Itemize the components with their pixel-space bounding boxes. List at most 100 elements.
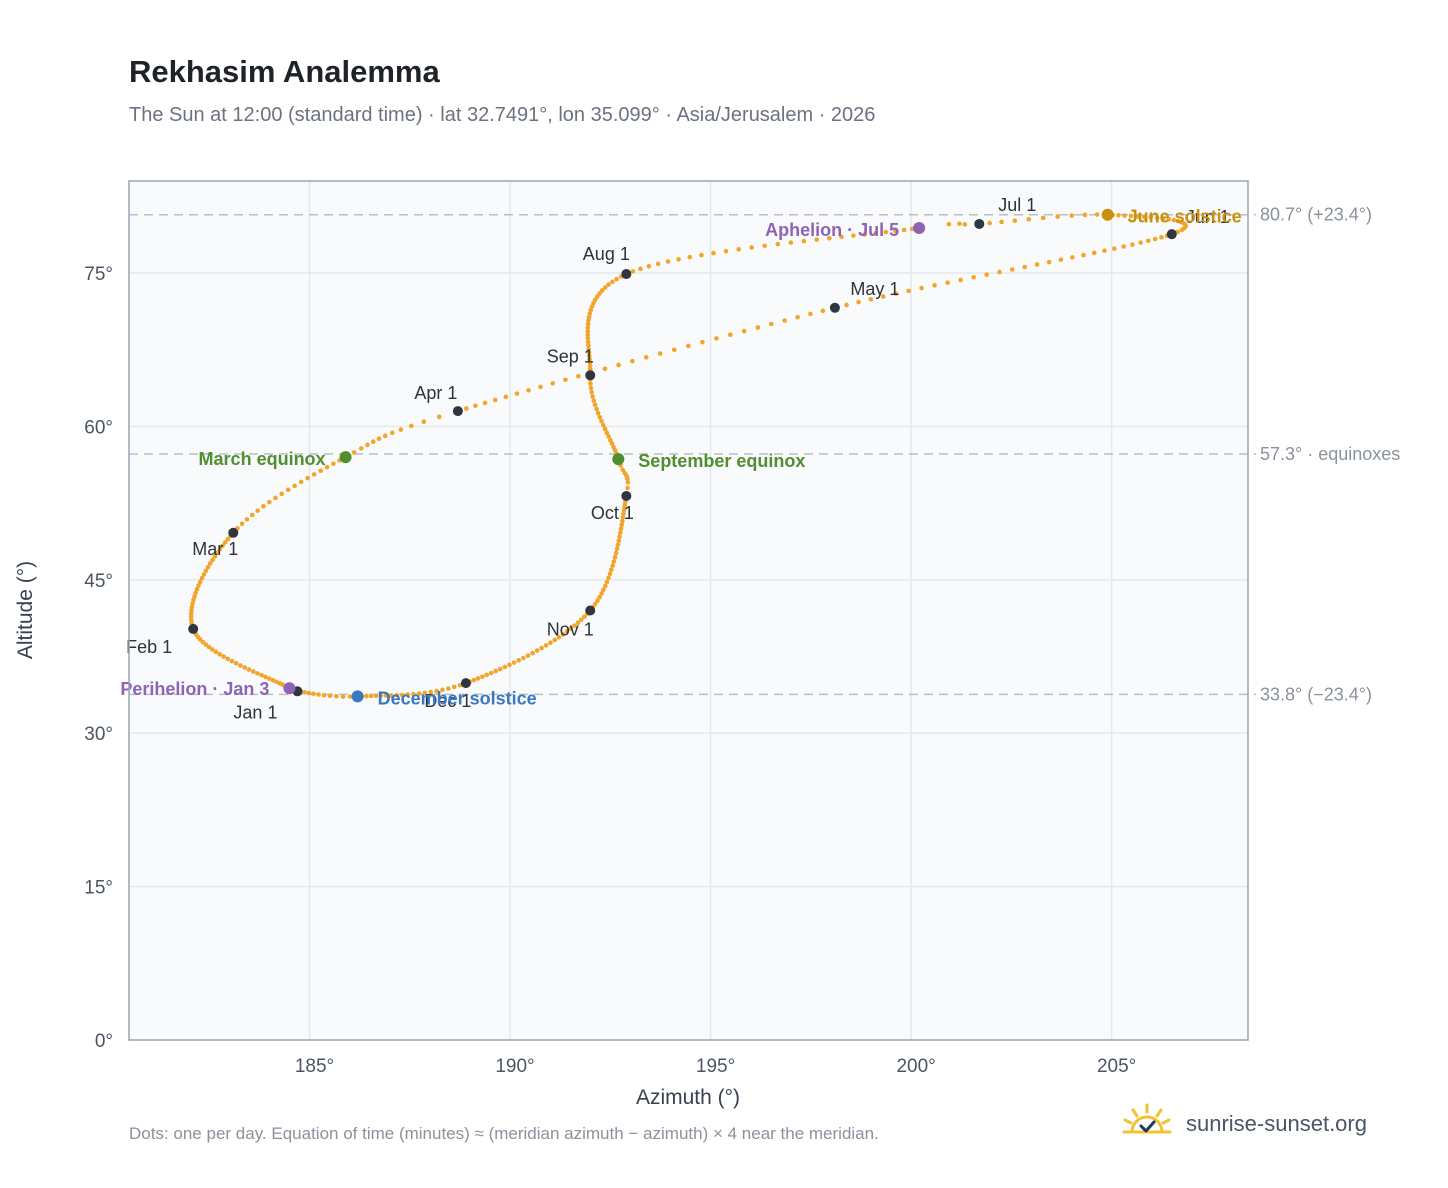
reference-line-label: 33.8° (−23.4°) <box>1260 684 1372 704</box>
daily-sun-dot <box>194 586 200 592</box>
daily-sun-dot <box>398 427 404 432</box>
daily-sun-dot <box>507 662 512 668</box>
daily-sun-dot <box>749 245 754 250</box>
daily-sun-dot <box>539 645 544 651</box>
daily-sun-dot <box>762 243 767 249</box>
daily-sun-dot <box>856 299 861 305</box>
daily-sun-dot <box>446 686 451 691</box>
daily-sun-dot <box>587 357 592 362</box>
daily-sun-dot <box>274 679 279 685</box>
daily-sun-dot <box>826 235 832 241</box>
daily-sun-dot <box>700 339 705 345</box>
daily-sun-dot <box>844 302 849 308</box>
daily-sun-dot <box>1152 236 1158 242</box>
month-label: Oct 1 <box>591 503 634 523</box>
month-label: Dec 1 <box>424 691 471 711</box>
daily-sun-dot <box>610 279 615 285</box>
daily-sun-dot <box>610 563 615 568</box>
event-marker <box>1101 208 1114 221</box>
brand-link[interactable]: sunrise-sunset.org <box>1120 1102 1367 1146</box>
daily-sun-dot <box>618 530 623 535</box>
daily-sun-dot <box>340 694 346 699</box>
daily-sun-dot <box>607 571 613 577</box>
y-tick-label: 75° <box>84 264 113 285</box>
chart-subtitle: The Sun at 12:00 (standard time) · lat 3… <box>129 104 876 126</box>
daily-sun-dot <box>1128 213 1134 219</box>
daily-sun-dot <box>638 266 643 272</box>
daily-sun-dot <box>436 414 442 420</box>
chart-title: Rekhasim Analemma <box>129 54 440 89</box>
daily-sun-dot <box>225 656 231 662</box>
daily-sun-dot <box>370 439 376 444</box>
daily-sun-dot <box>568 626 574 631</box>
daily-sun-dot <box>616 362 621 368</box>
daily-sun-dot <box>587 360 593 365</box>
daily-sun-dot <box>587 311 593 316</box>
daily-sun-dot <box>206 644 212 650</box>
month-label: Mar 1 <box>192 539 238 559</box>
daily-sun-dot <box>958 277 963 283</box>
daily-sun-dot <box>405 692 411 697</box>
daily-sun-dot <box>755 325 761 330</box>
event-label: March equinox <box>199 449 326 469</box>
daily-sun-dot <box>408 423 414 429</box>
daily-sun-dot <box>334 693 339 699</box>
daily-sun-dot <box>516 658 522 663</box>
daily-sun-dot <box>196 583 201 588</box>
daily-sun-dot <box>255 671 260 676</box>
event-marker <box>283 682 296 695</box>
reference-line-label: 80.7° (+23.4°) <box>1260 205 1372 225</box>
daily-sun-dot <box>222 540 228 545</box>
x-axis-title: Azimuth (°) <box>636 1086 740 1109</box>
daily-sun-dot <box>1022 264 1028 270</box>
daily-sun-dot <box>207 561 213 566</box>
daily-sun-dot <box>525 653 531 658</box>
daily-sun-dot <box>1141 214 1147 220</box>
daily-sun-dot <box>592 601 598 607</box>
daily-sun-dot <box>279 491 285 497</box>
daily-sun-dot <box>946 221 952 227</box>
daily-sun-dot <box>220 543 225 549</box>
daily-sun-dot <box>608 437 613 443</box>
daily-sun-dot <box>471 677 477 683</box>
daily-sun-dot <box>609 567 614 573</box>
daily-sun-dot <box>616 538 622 543</box>
daily-sun-dot <box>893 291 899 296</box>
daily-sun-dot <box>428 689 434 695</box>
daily-sun-dot <box>589 389 595 395</box>
month-marker <box>974 218 985 229</box>
daily-sun-dot <box>671 347 677 353</box>
daily-sun-dot <box>1116 212 1121 218</box>
daily-sun-dot <box>1081 252 1086 258</box>
daily-sun-dot <box>526 387 531 393</box>
daily-sun-dot <box>820 308 826 314</box>
daily-sun-dot <box>464 406 469 411</box>
daily-sun-dot <box>741 328 747 334</box>
daily-sun-dot <box>255 508 260 513</box>
daily-sun-dot <box>646 263 652 269</box>
daily-sun-dot <box>209 647 215 652</box>
daily-sun-dot <box>306 690 312 696</box>
daily-sun-dot <box>575 620 581 626</box>
daily-sun-dot <box>839 234 844 240</box>
daily-sun-dot <box>599 288 605 293</box>
daily-sun-dot <box>298 479 304 485</box>
plot-frame <box>128 180 1249 1041</box>
daily-sun-dot <box>382 433 388 439</box>
daily-sun-dot <box>331 461 336 467</box>
daily-sun-dot <box>192 594 197 599</box>
daily-sun-dot <box>736 246 741 252</box>
daily-sun-dot <box>399 692 405 698</box>
daily-sun-dot <box>625 480 631 485</box>
daily-sun-dot <box>285 487 291 493</box>
daily-sun-dot <box>351 450 357 455</box>
daily-sun-dot <box>311 472 317 477</box>
daily-sun-dot <box>416 691 422 696</box>
daily-sun-dot <box>1179 219 1184 225</box>
daily-sun-dot <box>606 282 611 287</box>
y-tick-label: 0° <box>95 1031 113 1052</box>
daily-sun-dot <box>530 650 535 656</box>
daily-sun-dot <box>588 307 594 313</box>
daily-sun-dot <box>302 690 307 695</box>
